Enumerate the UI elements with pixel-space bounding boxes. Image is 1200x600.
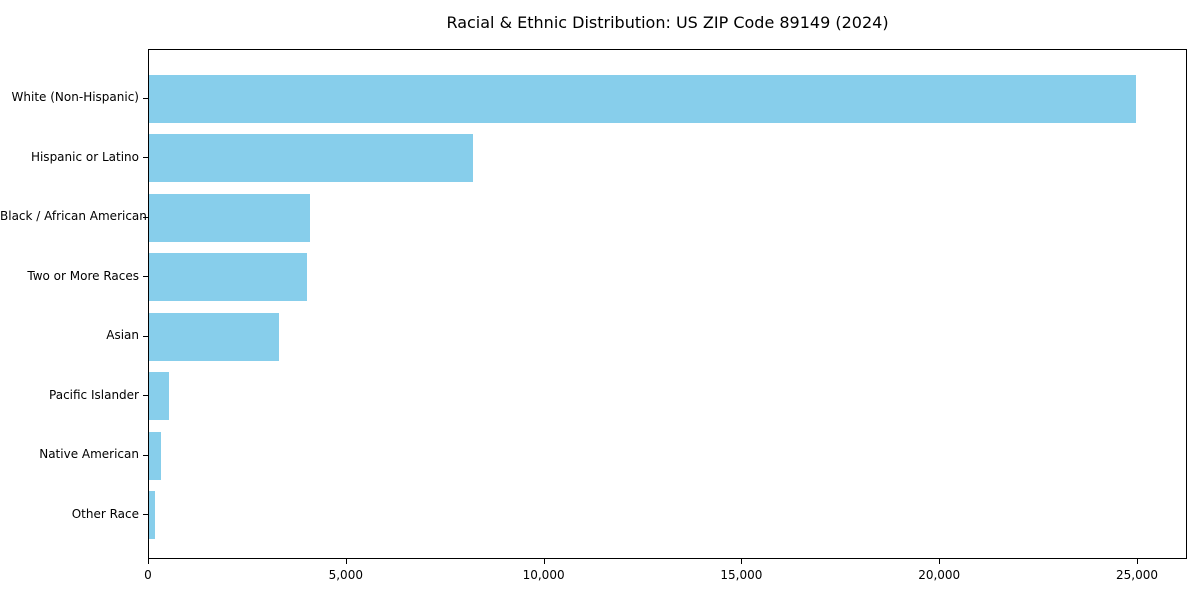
y-tick-mark: [143, 97, 148, 99]
chart-bar: [149, 193, 310, 242]
x-tick-mark: [741, 559, 743, 564]
y-tick-label: Two or More Races: [27, 268, 139, 283]
x-tick-mark: [1136, 559, 1138, 564]
chart-title: Racial & Ethnic Distribution: US ZIP Cod…: [446, 13, 889, 32]
chart-bar: [149, 74, 1137, 123]
x-tick-label: 20,000: [918, 568, 961, 582]
x-tick-label: 5,000: [328, 568, 363, 582]
y-tick-label: Pacific Islander: [49, 387, 139, 402]
x-tick-mark: [939, 559, 941, 564]
x-tick-label: 25,000: [1115, 568, 1158, 582]
plot-area: [148, 49, 1187, 559]
y-tick-mark: [143, 157, 148, 158]
x-tick-mark: [148, 559, 149, 564]
x-tick-mark: [345, 559, 347, 564]
y-tick-label: White (Non-Hispanic): [11, 90, 139, 104]
y-tick-label: Hispanic or Latino: [30, 149, 139, 164]
x-tick-mark: [543, 559, 545, 564]
x-tick-label: 0: [144, 568, 152, 582]
chart-bar: [149, 372, 169, 420]
chart-bar: [149, 491, 155, 539]
y-tick-label: Other Race: [71, 506, 139, 521]
y-tick-mark: [143, 276, 148, 277]
chart-bar: [149, 253, 308, 301]
y-tick-mark: [143, 216, 148, 218]
chart-bar: [149, 312, 280, 361]
x-tick-label: 15,000: [720, 568, 763, 582]
chart-bar: [149, 134, 474, 182]
y-tick-label: Asian: [106, 328, 139, 342]
y-tick-mark: [143, 454, 148, 456]
y-tick-mark: [143, 335, 148, 337]
y-tick-label: Native American: [39, 447, 139, 461]
chart-bar: [149, 431, 161, 480]
x-tick-label: 10,000: [522, 568, 565, 582]
y-tick-mark: [143, 514, 148, 515]
y-tick-mark: [143, 395, 148, 396]
y-tick-label: Black / African American: [0, 209, 147, 223]
